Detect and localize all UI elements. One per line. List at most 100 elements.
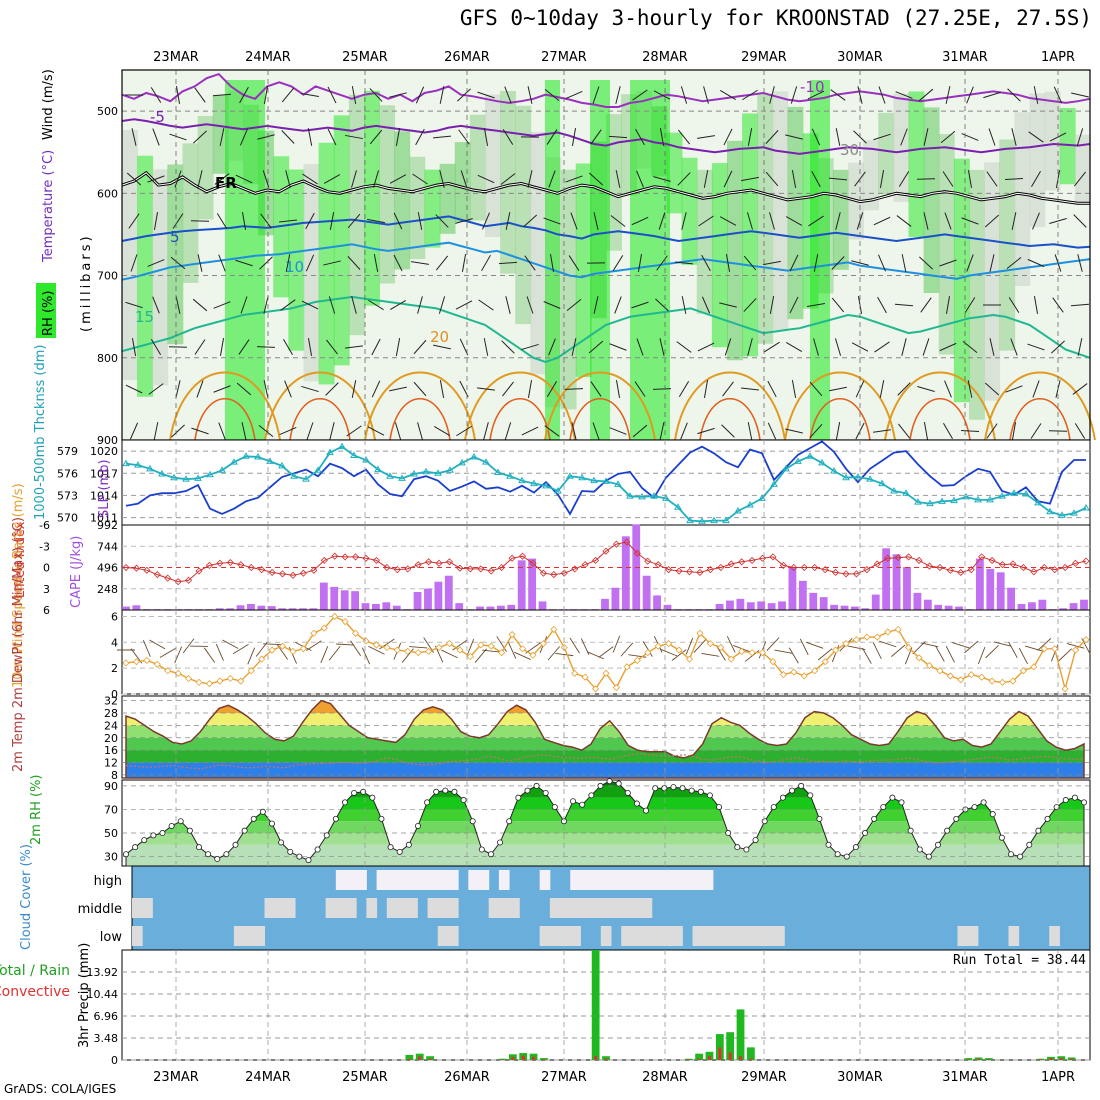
- thickness-marker: [458, 458, 466, 466]
- lifted-index-marker: [143, 566, 151, 574]
- rh-shade-band: [137, 155, 154, 397]
- rh-marker: [843, 853, 850, 860]
- surface-wind-barb: [685, 637, 694, 655]
- isotherm-label: 20: [430, 328, 449, 346]
- surface-wind-barb: [693, 638, 707, 653]
- upper-wind-barb: [719, 89, 737, 101]
- wind-speed-marker: [205, 680, 214, 688]
- upper-wind-barb: [615, 170, 621, 188]
- upper-wind-barb: [721, 424, 735, 438]
- cloud-row-label: high: [94, 874, 122, 889]
- upper-wind-barb: [197, 170, 203, 188]
- cloud-cell-middle: [488, 898, 500, 918]
- top-date-label: 25MAR: [342, 50, 388, 65]
- rh-color-band: [126, 797, 1084, 810]
- upper-wind-barb: [549, 254, 555, 272]
- rh-marker: [706, 792, 713, 799]
- cloud-cell-middle: [437, 898, 449, 918]
- surface-wind-barb: [1081, 638, 1091, 655]
- precip-convective-bar: [977, 1058, 981, 1060]
- hot-isotherm-arch: [289, 398, 351, 441]
- top-date-label: 1APR: [1041, 50, 1075, 65]
- upper-wind-barb: [918, 88, 934, 102]
- rh-shade-band: [984, 162, 1001, 401]
- rh-marker: [451, 788, 458, 795]
- wind-speed-marker: [247, 667, 255, 675]
- upper-wind-barb: [170, 256, 186, 270]
- rh-marker: [716, 804, 723, 811]
- upper-wind-barb: [504, 422, 512, 440]
- lifted-index-marker: [216, 559, 224, 567]
- bottom-date-label: 26MAR: [444, 1070, 490, 1085]
- thickness-marker: [662, 494, 670, 501]
- thickness-marker: [638, 492, 646, 500]
- lifted-index-marker: [320, 556, 328, 564]
- surface-wind-barb: [1008, 641, 1018, 659]
- cape-bar: [1007, 587, 1016, 610]
- thickness-tick-label: 576: [57, 467, 78, 480]
- wind-speed-marker: [571, 669, 579, 677]
- cloud-cell-low: [702, 926, 714, 946]
- upper-wind-barb: [785, 342, 803, 352]
- surface-wind-barb: [847, 645, 866, 651]
- upper-wind-barb: [983, 91, 1001, 99]
- upper-wind-barb: [505, 212, 511, 230]
- rh-shade-band: [757, 93, 774, 344]
- surface-wind-barb: [1025, 645, 1043, 652]
- wind-speed-marker: [800, 672, 808, 680]
- lifted-index-marker: [998, 561, 1007, 569]
- rh-shade-band: [182, 143, 199, 283]
- upper-wind-barb: [439, 86, 445, 104]
- upper-wind-barb: [658, 212, 666, 230]
- surface-wind-barb: [514, 651, 531, 660]
- precip-convective-bar: [532, 1056, 536, 1060]
- lifted-index-marker: [738, 558, 746, 566]
- precip-total-bar: [705, 1051, 714, 1060]
- thickness-marker: [134, 461, 142, 468]
- rh-shade-band: [1044, 91, 1061, 191]
- upper-wind-barb: [307, 128, 313, 146]
- upper-wind-barb: [767, 422, 777, 440]
- surface-wind-barb: [1058, 648, 1072, 662]
- upper-wind-barb: [1033, 86, 1039, 104]
- lifted-index-tick-label: 0: [43, 562, 50, 575]
- thickness-marker: [674, 503, 682, 510]
- upper-wind-barb: [813, 254, 819, 272]
- cape-bar: [288, 608, 297, 610]
- surface-wind-barb: [587, 651, 605, 660]
- wind-speed-marker: [445, 640, 454, 648]
- thickness-marker: [1010, 489, 1018, 496]
- upper-wind-barb: [637, 254, 643, 272]
- rh-marker: [460, 797, 467, 804]
- precip-convective-bar: [687, 1059, 691, 1060]
- surface-wind-barb: [215, 643, 224, 661]
- upper-wind-barb: [1006, 257, 1022, 269]
- upper-wind-barb: [131, 338, 137, 356]
- thickness-marker: [842, 473, 850, 481]
- upper-wind-barb: [1030, 423, 1042, 439]
- temp-tick-label: 12: [104, 757, 118, 770]
- rh-marker: [1026, 841, 1033, 848]
- upper-wind-barb: [302, 173, 318, 185]
- cloud-cell-high: [427, 870, 439, 890]
- upper-wind-barb: [723, 170, 733, 188]
- wind-speed-marker: [821, 658, 829, 666]
- upper-wind-barb: [347, 256, 361, 270]
- cape-bar: [944, 605, 953, 610]
- upper-wind-barb: [394, 422, 402, 440]
- cloud-cell-middle: [498, 898, 510, 918]
- upper-wind-barb: [327, 128, 337, 146]
- surface-wind-barb: [320, 646, 329, 664]
- cloud-cell-low: [132, 926, 143, 946]
- lifted-index-marker: [925, 562, 934, 570]
- isotherm-line: [121, 295, 1091, 363]
- upper-wind-barb: [504, 86, 512, 104]
- thickness-marker: [890, 487, 898, 494]
- rh-shade-band: [923, 107, 940, 294]
- upper-wind-barb: [147, 259, 165, 267]
- lifted-index-marker: [915, 556, 923, 564]
- upper-wind-barb: [809, 381, 823, 397]
- upper-wind-barb: [373, 170, 379, 188]
- rh-marker: [186, 827, 193, 834]
- bottom-date-label: 24MAR: [245, 1070, 291, 1085]
